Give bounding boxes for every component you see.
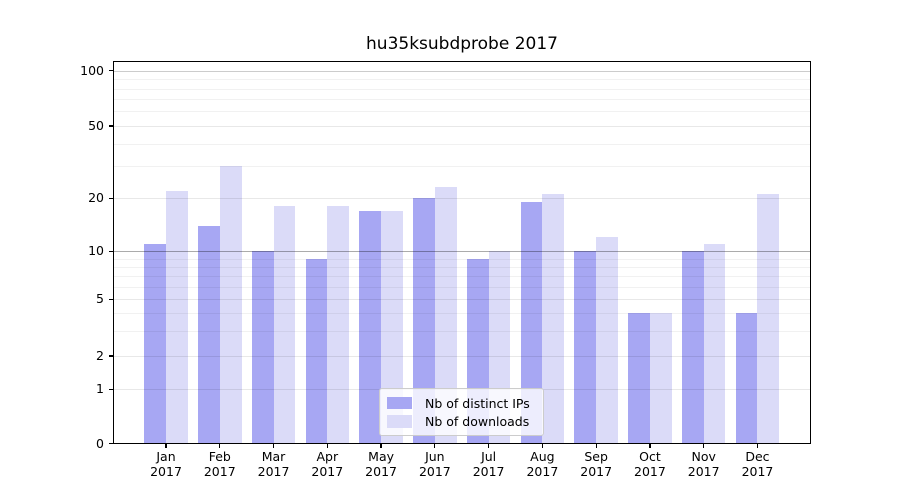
bar-jun-distinct-ips bbox=[413, 198, 435, 444]
y-tick-mark bbox=[108, 355, 113, 357]
y-tick-mark bbox=[108, 197, 113, 199]
gridline-100 bbox=[114, 70, 810, 72]
y-tick-label: 20 bbox=[88, 190, 104, 206]
x-tick-mark bbox=[219, 444, 221, 448]
x-tick-label: May 2017 bbox=[365, 449, 397, 479]
x-tick-label: Jun 2017 bbox=[418, 449, 451, 479]
y-tick-mark bbox=[108, 70, 113, 72]
x-tick-mark bbox=[703, 444, 705, 448]
bar-dec-downloads bbox=[757, 194, 780, 444]
gridline-minor bbox=[114, 88, 810, 90]
bar-sep-distinct-ips bbox=[574, 251, 597, 444]
x-tick-label: Sep 2017 bbox=[580, 449, 613, 479]
y-tick-label: 50 bbox=[88, 118, 104, 133]
x-tick-label: Jul 2017 bbox=[472, 449, 505, 479]
x-tick-mark bbox=[434, 444, 436, 448]
gridline-minor bbox=[114, 79, 810, 81]
y-tick-label: 2 bbox=[96, 348, 104, 363]
y-tick-mark bbox=[108, 125, 113, 127]
y-tick-mark bbox=[108, 298, 113, 300]
legend-item-downloads: Nb of downloads bbox=[387, 413, 535, 430]
bar-mar-distinct-ips bbox=[251, 251, 274, 444]
bar-sep-downloads bbox=[596, 237, 618, 444]
bar-feb-downloads bbox=[219, 166, 242, 444]
bar-nov-distinct-ips bbox=[681, 251, 704, 444]
x-tick-label: Nov 2017 bbox=[687, 449, 720, 479]
legend-item-distinct-ips: Nb of distinct IPs bbox=[387, 395, 535, 412]
x-tick-mark bbox=[380, 444, 382, 448]
x-tick-label: Apr 2017 bbox=[311, 449, 344, 479]
gridline-minor bbox=[114, 143, 810, 145]
x-tick-label: Feb 2017 bbox=[203, 449, 236, 479]
legend-swatch-downloads-icon bbox=[387, 415, 412, 428]
bar-jun-downloads bbox=[434, 187, 457, 444]
x-tick-label: Dec 2017 bbox=[741, 449, 774, 479]
x-tick-label: Jan 2017 bbox=[150, 449, 182, 479]
x-tick-mark bbox=[326, 444, 328, 448]
gridline-minor bbox=[114, 99, 810, 101]
x-tick-label: Aug 2017 bbox=[526, 449, 559, 479]
bar-dec-distinct-ips bbox=[735, 313, 758, 444]
bar-jan-downloads bbox=[166, 190, 188, 444]
y-tick-label: 10 bbox=[88, 243, 104, 259]
y-tick-mark bbox=[108, 443, 113, 445]
y-tick-label: 1 bbox=[96, 381, 104, 397]
legend: Nb of distinct IPs Nb of downloads bbox=[379, 388, 544, 436]
bar-jan-distinct-ips bbox=[144, 244, 166, 444]
bar-oct-downloads bbox=[649, 313, 672, 444]
bar-aug-downloads bbox=[542, 194, 565, 444]
y-tick-label: 5 bbox=[96, 291, 104, 307]
bar-aug-distinct-ips bbox=[520, 202, 543, 444]
bar-mar-downloads bbox=[273, 206, 296, 444]
chart-title: hu35ksubdprobe 2017 bbox=[366, 34, 558, 54]
x-tick-mark bbox=[595, 444, 597, 448]
x-tick-mark bbox=[541, 444, 543, 448]
legend-label-distinct-ips: Nb of distinct IPs bbox=[425, 395, 530, 411]
x-tick-mark bbox=[649, 444, 651, 448]
bar-feb-distinct-ips bbox=[197, 225, 220, 444]
bar-may-downloads bbox=[381, 210, 403, 444]
y-tick-mark bbox=[108, 388, 113, 390]
x-tick-label: Mar 2017 bbox=[257, 449, 290, 479]
y-tick-label: 0 bbox=[96, 435, 104, 451]
legend-swatch-distinct-ips-icon bbox=[387, 396, 412, 410]
x-tick-mark bbox=[756, 444, 759, 448]
bar-oct-distinct-ips bbox=[628, 313, 650, 444]
gridline-minor bbox=[114, 166, 810, 168]
legend-label-downloads: Nb of downloads bbox=[425, 413, 530, 429]
y-tick-label: 100 bbox=[80, 62, 104, 78]
x-tick-label: Oct 2017 bbox=[634, 449, 666, 479]
gridline-minor bbox=[114, 111, 810, 113]
bar-apr-distinct-ips bbox=[305, 258, 328, 444]
x-tick-mark bbox=[272, 444, 275, 448]
bar-may-distinct-ips bbox=[359, 210, 382, 444]
x-tick-mark bbox=[488, 444, 490, 448]
y-tick-mark bbox=[108, 250, 113, 252]
bar-apr-downloads bbox=[327, 206, 350, 444]
gridline-20 bbox=[114, 198, 810, 200]
x-tick-mark bbox=[165, 444, 167, 448]
bar-nov-downloads bbox=[703, 244, 726, 444]
gridline-50 bbox=[114, 126, 810, 127]
